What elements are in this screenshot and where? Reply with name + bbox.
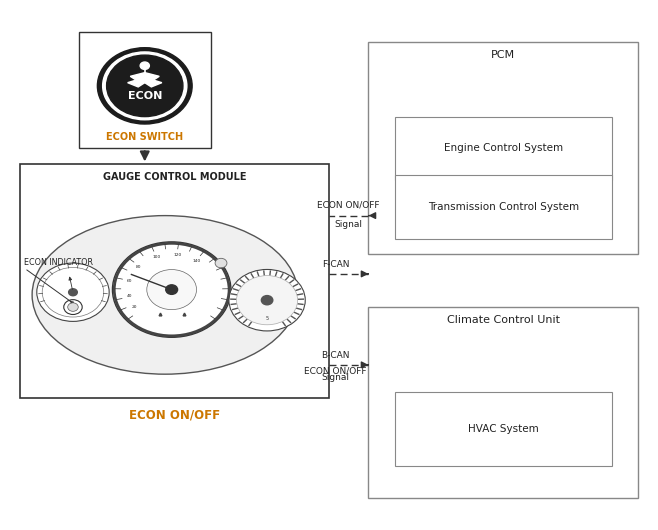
Polygon shape	[145, 77, 162, 87]
FancyBboxPatch shape	[395, 175, 612, 238]
Circle shape	[215, 258, 227, 268]
Circle shape	[107, 55, 183, 117]
Circle shape	[37, 263, 109, 321]
FancyBboxPatch shape	[395, 392, 612, 466]
Text: 100: 100	[153, 255, 161, 259]
Ellipse shape	[32, 216, 298, 374]
FancyBboxPatch shape	[368, 307, 638, 498]
FancyBboxPatch shape	[79, 32, 211, 148]
Text: Signal: Signal	[322, 373, 349, 382]
Circle shape	[68, 303, 78, 311]
Circle shape	[229, 269, 305, 331]
Circle shape	[236, 276, 297, 325]
Text: 5: 5	[266, 315, 268, 321]
Text: 20: 20	[132, 305, 137, 309]
Text: ECON INDICATOR: ECON INDICATOR	[24, 258, 93, 267]
Circle shape	[261, 296, 273, 305]
Circle shape	[147, 270, 197, 310]
Text: ECON ON/OFF: ECON ON/OFF	[129, 408, 220, 421]
Text: ECON SWITCH: ECON SWITCH	[106, 132, 184, 142]
FancyBboxPatch shape	[395, 117, 612, 180]
Text: HVAC System: HVAC System	[468, 425, 539, 434]
Text: Climate Control Unit: Climate Control Unit	[447, 315, 560, 325]
Text: F-CAN: F-CAN	[322, 260, 349, 269]
Text: Signal: Signal	[335, 220, 363, 229]
Text: 120: 120	[174, 253, 182, 257]
Text: 40: 40	[126, 294, 132, 298]
Circle shape	[64, 299, 82, 314]
Circle shape	[103, 52, 187, 120]
Text: PCM: PCM	[492, 50, 515, 60]
Text: ECON ON/OFF: ECON ON/OFF	[318, 201, 380, 210]
Text: 80: 80	[136, 265, 141, 269]
Circle shape	[42, 268, 104, 317]
Text: ECON ON/OFF: ECON ON/OFF	[305, 367, 367, 376]
FancyBboxPatch shape	[20, 164, 329, 398]
Circle shape	[68, 289, 78, 296]
Circle shape	[97, 48, 192, 124]
Circle shape	[166, 285, 178, 294]
FancyArrowPatch shape	[70, 301, 74, 304]
Text: 60: 60	[127, 279, 133, 282]
Polygon shape	[130, 73, 145, 81]
FancyBboxPatch shape	[368, 42, 638, 254]
Text: ECON: ECON	[128, 92, 162, 101]
Polygon shape	[145, 73, 159, 81]
Polygon shape	[128, 77, 145, 87]
Text: B-CAN: B-CAN	[321, 351, 350, 360]
Text: GAUGE CONTROL MODULE: GAUGE CONTROL MODULE	[103, 172, 246, 182]
Text: Engine Control System: Engine Control System	[443, 144, 563, 153]
Text: Transmission Control System: Transmission Control System	[428, 202, 579, 211]
Circle shape	[140, 62, 149, 69]
Text: 140: 140	[192, 259, 201, 263]
Circle shape	[113, 242, 231, 337]
